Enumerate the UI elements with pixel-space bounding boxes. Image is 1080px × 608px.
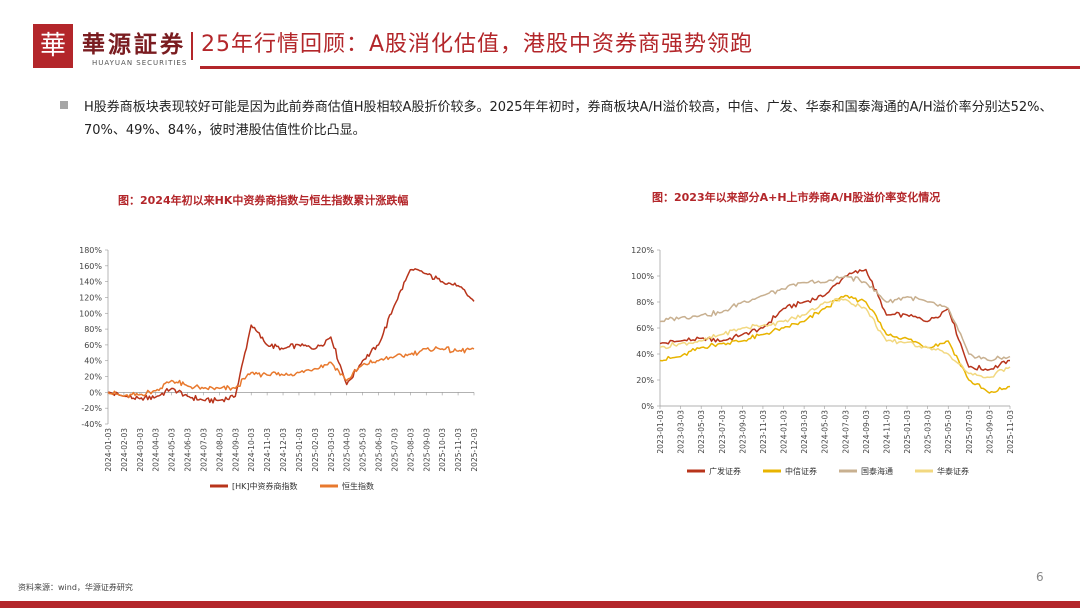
chart2-xtick-label: 2024-03-03 — [800, 410, 809, 454]
chart2-ytick-label: 0% — [641, 402, 654, 411]
company-logo: 華 — [33, 24, 73, 68]
chart2-ah-premium: 0% 20% 40% 60% 80% 100% 120% 2023-01-03 2023-03-… — [631, 246, 1015, 476]
header-divider — [191, 32, 193, 60]
chart1-series-line — [107, 346, 475, 399]
chart2-xtick-label: 2024-09-03 — [862, 410, 871, 454]
company-name-cn: 華源証券 — [82, 31, 186, 58]
chart1-title: 图：2024年初以来HK中资券商指数与恒生指数累计涨跌幅 — [118, 194, 409, 207]
chart1-xtick-label: 2024-01-03 — [104, 428, 113, 472]
chart1-ytick-label: 180% — [79, 246, 102, 255]
chart1-xtick-label: 2025-07-03 — [390, 428, 399, 472]
chart2-ytick-label: 60% — [636, 324, 654, 333]
chart1-xtick-label: 2025-09-03 — [422, 428, 431, 472]
chart1-ytick-label: 160% — [79, 262, 102, 271]
chart1-xtick-label: 2024-08-03 — [215, 428, 224, 472]
chart1-xtick-label: 2025-05-03 — [359, 428, 368, 472]
chart2-xtick-label: 2025-07-03 — [965, 410, 974, 454]
chart2-ytick-label: 120% — [631, 246, 654, 255]
chart2-xtick-label: 2023-11-03 — [759, 410, 768, 454]
chart1-xtick-label: 2024-10-03 — [247, 428, 256, 472]
chart2-xtick-label: 2024-05-03 — [821, 410, 830, 454]
chart1-ytick-label: 0% — [89, 388, 102, 397]
chart2-xtick-label: 2025-03-03 — [924, 410, 933, 454]
chart1-xtick-label: 2024-11-03 — [263, 428, 272, 472]
bullet-marker — [60, 101, 68, 109]
slide-header: 華 華源証券 HUAYUAN SECURITIES 25年行情回顾：A股消化估值… — [0, 0, 1080, 72]
chart1-xtick-label: 2024-06-03 — [184, 428, 193, 472]
chart1-ytick-label: 40% — [84, 357, 102, 366]
chart2-xtick-label: 2024-01-03 — [780, 410, 789, 454]
chart1-xtick-label: 2025-04-03 — [343, 428, 352, 472]
chart2-xtick-label: 2023-01-03 — [656, 410, 665, 454]
chart1-legend-label: [HK]中资券商指数 — [232, 481, 298, 491]
chart1-xtick-label: 2024-04-03 — [152, 428, 161, 472]
chart2-xtick-label: 2025-01-03 — [903, 410, 912, 454]
chart1-xtick-label: 2025-06-03 — [375, 428, 384, 472]
chart1-xtick-label: 2024-05-03 — [168, 428, 177, 472]
chart1-ytick-label: 60% — [84, 341, 102, 350]
chart2-xtick-label: 2023-03-03 — [677, 410, 686, 454]
chart1-xtick-label: 2025-01-03 — [295, 428, 304, 472]
chart1-ytick-label: 120% — [79, 293, 102, 302]
chart1-xtick-label: 2024-03-03 — [136, 428, 145, 472]
chart1-ytick-label: -40% — [81, 420, 102, 429]
chart1-xtick-label: 2024-07-03 — [199, 428, 208, 472]
chart2-ytick-label: 100% — [631, 272, 654, 281]
chart2-xtick-label: 2025-11-03 — [1006, 410, 1015, 454]
chart2-legend-label: 华泰证券 — [937, 466, 969, 476]
chart2-series-line — [659, 297, 1011, 379]
chart2-legend-label: 中信证券 — [785, 466, 817, 476]
chart2-ytick-label: 20% — [636, 376, 654, 385]
page-number: 6 — [1036, 570, 1044, 584]
chart1-xtick-label: 2024-02-03 — [120, 428, 129, 472]
chart1-xtick-label: 2024-09-03 — [231, 428, 240, 472]
chart1-hk-broker-vs-hsi: -40% -20% 0% 20% 40% 60% 80% 100% 120% 140% 160% 18… — [79, 246, 479, 491]
slide-title: 25年行情回顾：A股消化估值，港股中资券商强势领跑 — [201, 32, 754, 57]
chart1-xtick-label: 2025-10-03 — [438, 428, 447, 472]
chart2-ytick-label: 40% — [636, 350, 654, 359]
chart1-xtick-label: 2025-11-03 — [454, 428, 463, 472]
chart1-series-line — [107, 268, 475, 404]
chart2-xtick-label: 2024-11-03 — [882, 410, 891, 454]
bullet-text: H股券商板块表现较好可能是因为此前券商估值H股相较A股折价较多。2025年年初时… — [84, 100, 1053, 138]
footer-bar — [0, 601, 1080, 608]
chart2-series-line — [659, 275, 1011, 362]
chart1-xtick-label: 2025-03-03 — [327, 428, 336, 472]
chart1-ytick-label: 80% — [84, 325, 102, 334]
chart1-xtick-label: 2025-12-03 — [470, 428, 479, 472]
chart2-xtick-label: 2023-07-03 — [718, 410, 727, 454]
chart2-ytick-label: 80% — [636, 298, 654, 307]
chart1-xtick-label: 2024-12-03 — [279, 428, 288, 472]
chart2-series-line — [659, 294, 1011, 394]
chart2-title: 图：2023年以来部分A+H上市券商A/H股溢价率变化情况 — [652, 191, 941, 204]
chart2-xtick-label: 2023-05-03 — [697, 410, 706, 454]
chart1-ytick-label: 100% — [79, 309, 102, 318]
chart2-xtick-label: 2025-09-03 — [985, 410, 994, 454]
chart1-xtick-label: 2025-08-03 — [406, 428, 415, 472]
company-name-en: HUAYUAN SECURITIES — [92, 59, 188, 67]
chart2-legend-label: 广发证券 — [709, 466, 741, 476]
chart1-ytick-label: 20% — [84, 373, 102, 382]
chart1-ytick-label: -20% — [81, 404, 102, 413]
chart2-xtick-label: 2025-05-03 — [944, 410, 953, 454]
chart1-legend-label: 恒生指数 — [342, 481, 374, 491]
source-note: 资料来源：wind，华源证券研究 — [18, 583, 133, 592]
chart1-xtick-label: 2025-02-03 — [311, 428, 320, 472]
chart2-series-line — [659, 268, 1011, 371]
chart1-ytick-label: 140% — [79, 278, 102, 287]
header-underline — [200, 66, 1080, 69]
chart2-legend-label: 国泰海通 — [861, 466, 893, 476]
chart2-xtick-label: 2023-09-03 — [738, 410, 747, 454]
chart2-xtick-label: 2024-07-03 — [841, 410, 850, 454]
